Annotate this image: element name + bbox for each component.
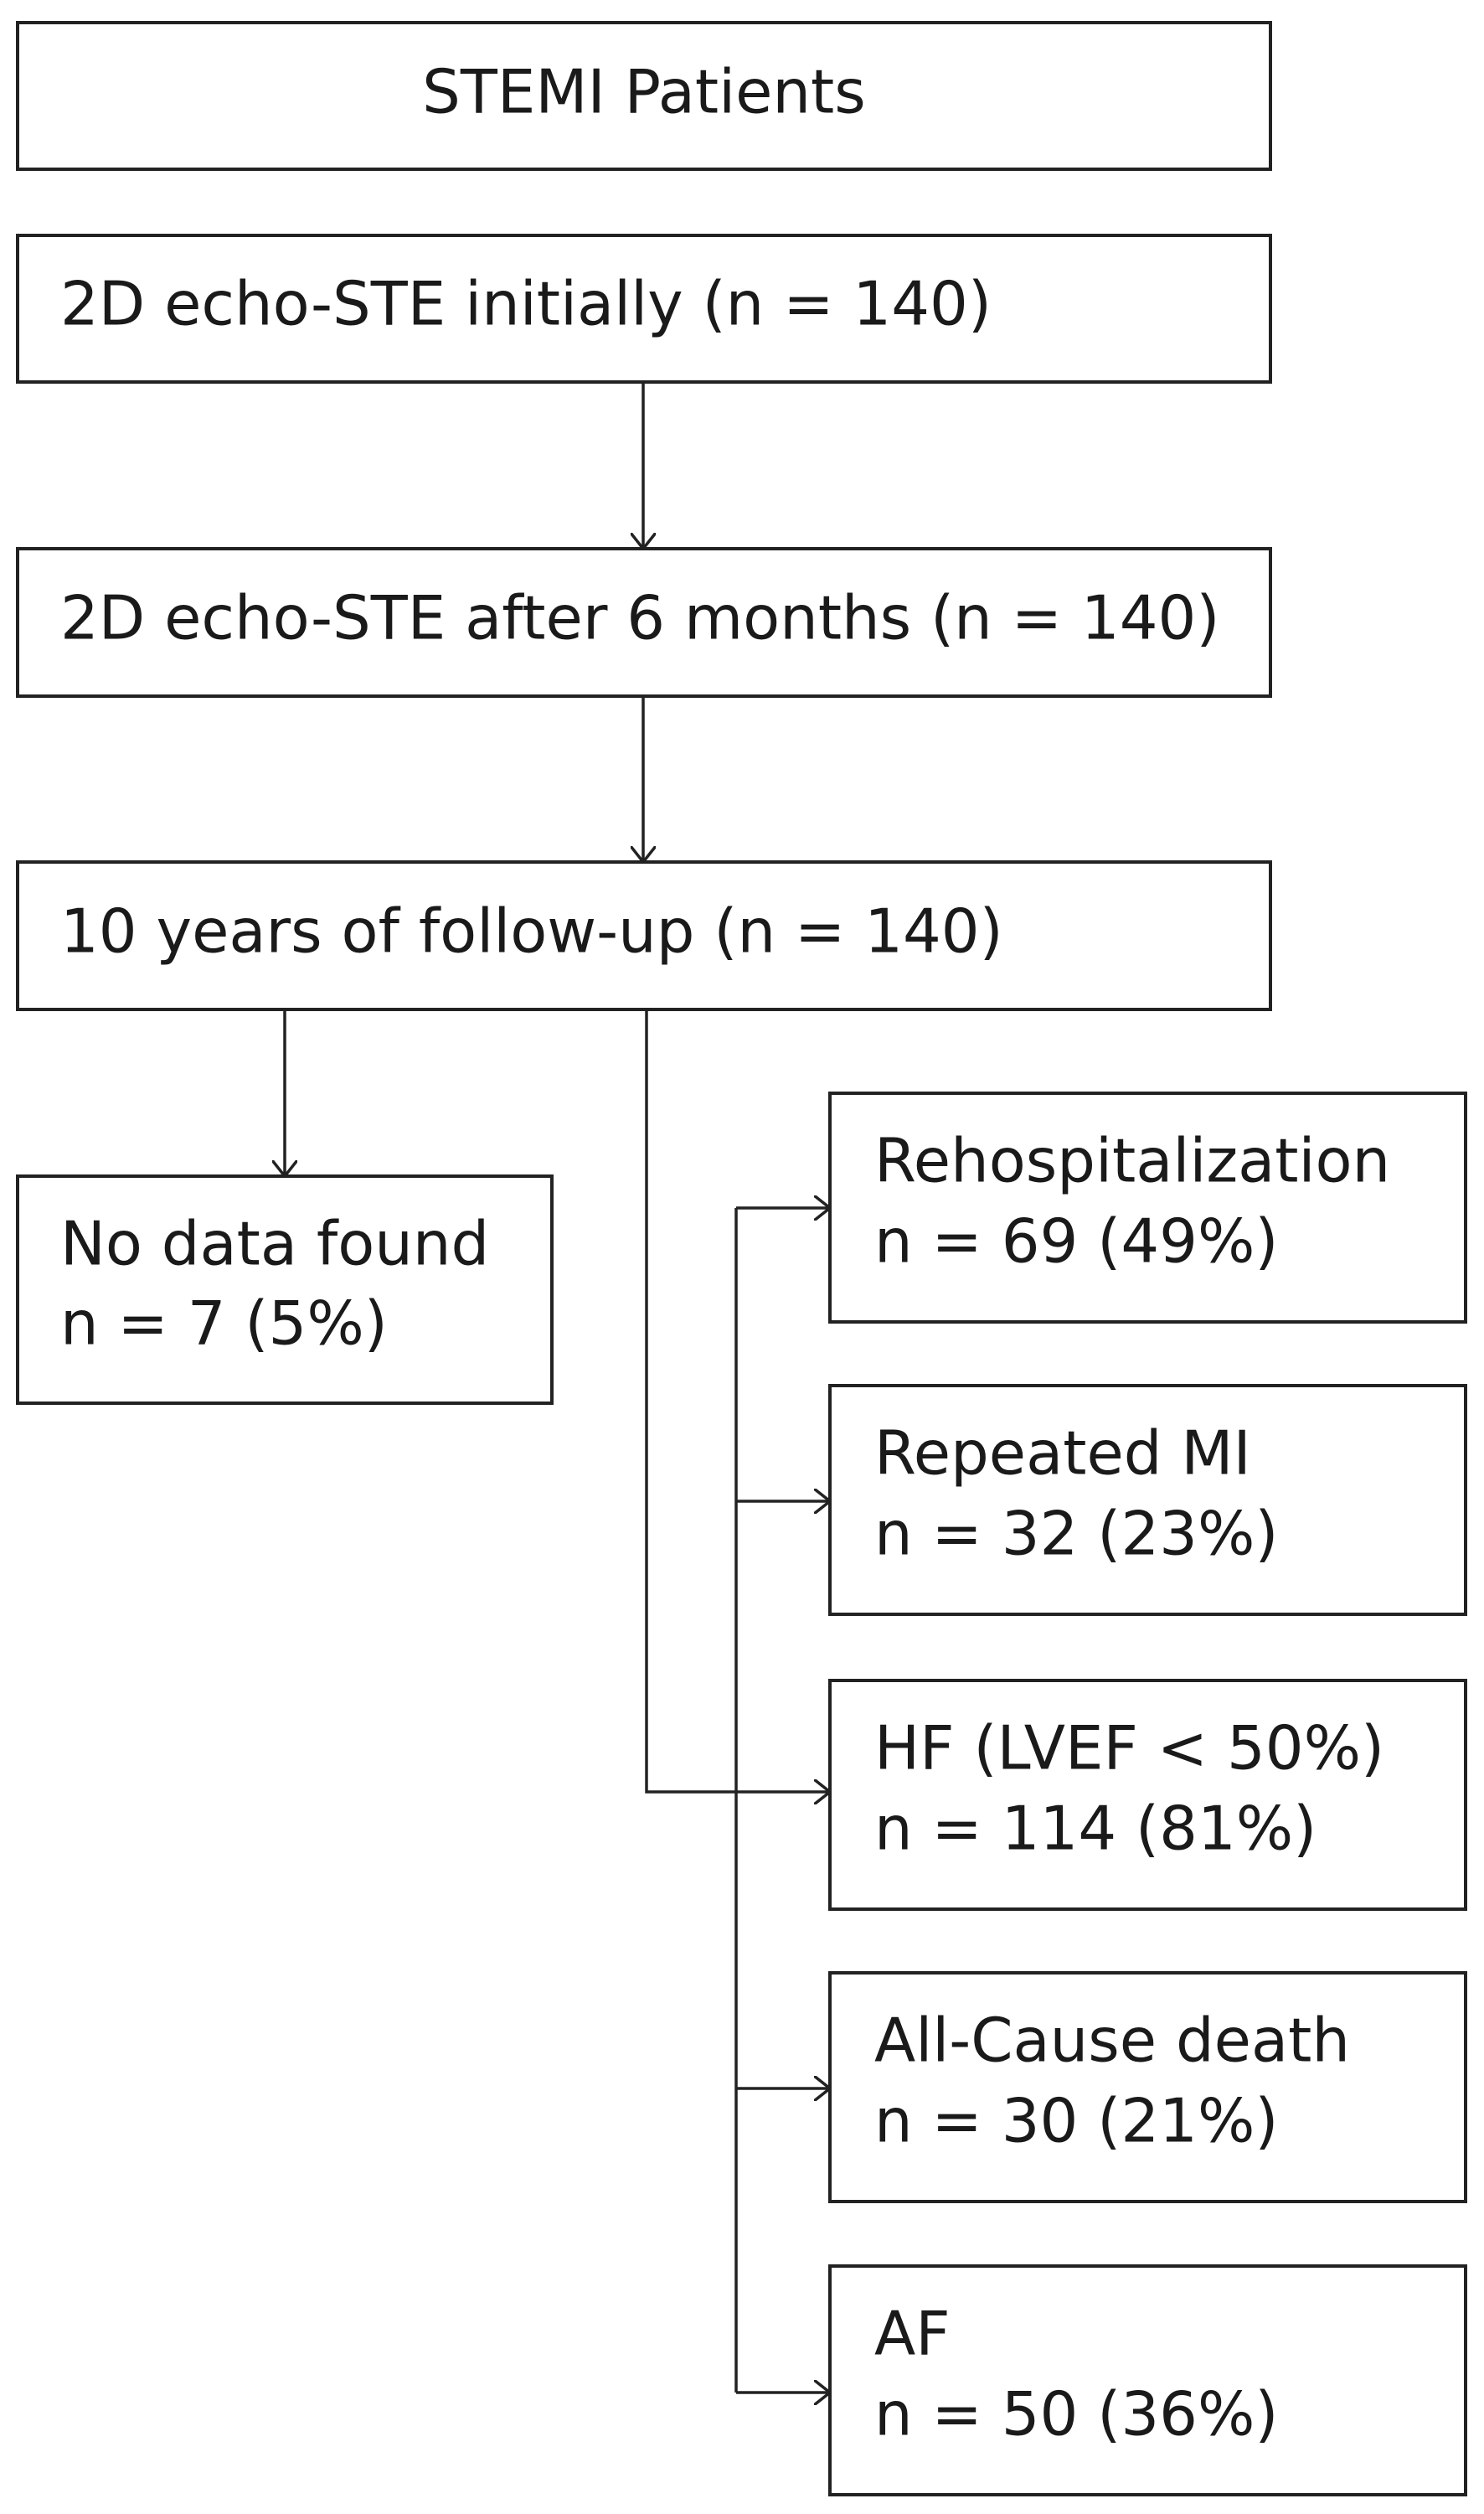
box [16, 1174, 554, 1405]
box-label: n = 69 (49%) [874, 1206, 1278, 1277]
box-label: n = 7 (5%) [60, 1288, 388, 1359]
box [828, 1679, 1467, 1911]
box [828, 1384, 1467, 1616]
outcome-group: Rehospitalization n = 69 (49%) Repeated MI… [736, 1092, 1467, 2496]
box [828, 1971, 1467, 2203]
box [828, 2264, 1467, 2496]
box-label: 10 years of follow-up (n = 140) [60, 896, 1003, 967]
box-label: AF [874, 2299, 951, 2369]
box [16, 21, 1272, 171]
box-label: All-Cause death [874, 2006, 1350, 2076]
box-label: HF (LVEF < 50%) [874, 1713, 1384, 1784]
box-label: n = 32 (23%) [874, 1499, 1278, 1569]
box-label: No data found [60, 1209, 489, 1279]
box-label: 2D echo-STE initially (n = 140) [60, 269, 992, 339]
box [16, 234, 1272, 384]
box-label: n = 50 (36%) [874, 2379, 1278, 2449]
box-label: STEMI Patients [422, 57, 866, 127]
box-label: Repeated MI [874, 1418, 1251, 1489]
box-label: Rehospitalization [874, 1126, 1390, 1196]
box-label: n = 30 (21%) [874, 2086, 1278, 2156]
arrow [645, 1009, 830, 1792]
box-label: n = 114 (81%) [874, 1794, 1317, 1864]
box-label: 2D echo-STE after 6 months (n = 140) [60, 583, 1219, 653]
box [16, 860, 1272, 1011]
